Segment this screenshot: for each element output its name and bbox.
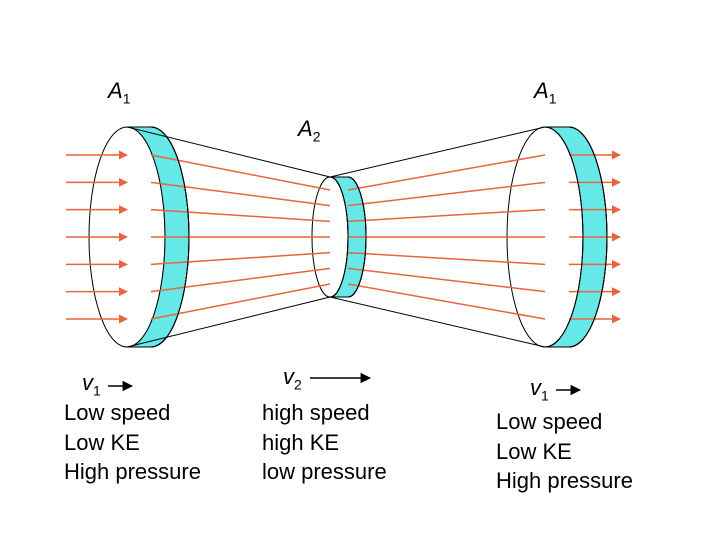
text-left-line1: Low speed [64,398,201,428]
text-block-right: Low speed Low KE High pressure [496,407,633,496]
text-block-mid: high speed high KE low pressure [262,398,387,487]
label-v2: v2 [283,364,302,392]
text-right-line3: High pressure [496,466,633,496]
text-right-line1: Low speed [496,407,633,437]
label-A1-left: A1 [108,78,130,106]
label-A2: A2 [298,116,320,144]
text-right-line2: Low KE [496,437,633,467]
label-v1-left: v1 [82,370,101,398]
text-left-line3: High pressure [64,457,201,487]
text-mid-line1: high speed [262,398,387,428]
text-left-line2: Low KE [64,428,201,458]
label-v1-right: v1 [530,375,549,403]
label-A1-right: A1 [534,78,556,106]
text-mid-line3: low pressure [262,457,387,487]
text-mid-line2: high KE [262,428,387,458]
text-block-left: Low speed Low KE High pressure [64,398,201,487]
